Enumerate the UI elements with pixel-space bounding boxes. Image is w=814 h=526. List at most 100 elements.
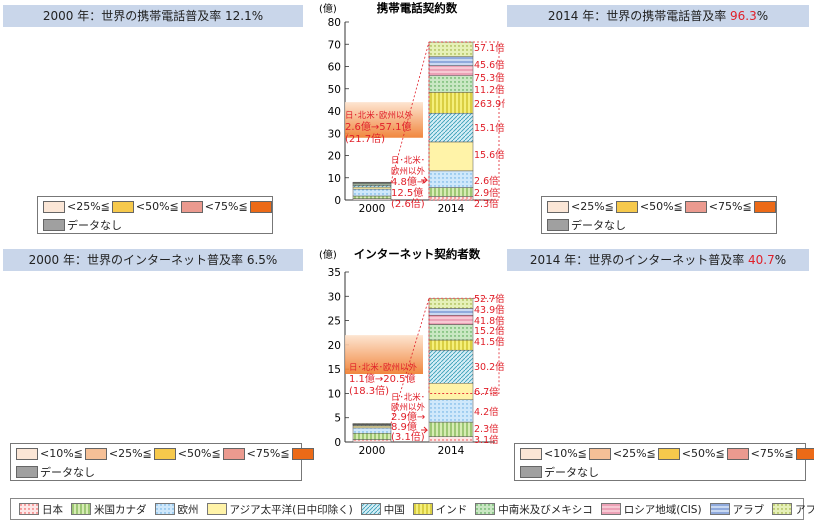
region-name: アラブ [732,503,765,516]
swatch-ge75 [753,200,776,213]
panel-title-mobile-2000: 2000 年：世界の携帯電話普及率 12.1% [3,5,303,27]
region-swatch [154,503,175,515]
arrow-icon [421,176,429,184]
growth-label: 41.5倍 [474,336,505,348]
swatch-nodata [43,219,65,231]
bar-segment [428,65,474,76]
swatch-nodata [520,466,542,478]
y-tick-label: 0 [334,437,341,449]
growth-label: 15.2倍 [474,325,505,337]
highlight-band [345,335,423,374]
growth-label: 3.1倍 [474,434,499,446]
legend-label: データなし [40,466,95,479]
panel-title-internet-2014: 2014 年：世界のインターネット普及率 40.7% [507,249,809,271]
growth-label: 41.8倍 [474,315,505,327]
swatch-25-50 [153,447,176,460]
region-name: 日本 [42,503,63,516]
y-tick-label: 0 [334,195,341,207]
region-legend-item: 中国 [360,502,405,517]
bar-segment [352,188,392,197]
connector-line [390,298,430,424]
swatch-ge75 [291,447,314,460]
arrow-icon [421,426,429,434]
title-suffix: % [774,253,787,267]
world-map-mobile-2000 [5,28,303,190]
annotation-total: 4.8億→ [391,175,425,188]
annotation-total: 8.9億 [391,420,417,433]
y-tick-label: 10 [328,173,341,185]
region-legend-item: アジア太平洋(日中印除く) [206,502,353,517]
y-tick-label: 80 [328,17,341,29]
legend-label: データなし [571,219,626,232]
bar-segment [428,399,474,423]
growth-label: 30.2倍 [474,361,505,373]
swatch-ge75 [795,447,814,460]
connector-line [390,41,430,183]
chart-mobile-subscriptions: 携帯電話契約数 (億) 0 10 20 30 40 50 60 70 80 2000 2014 57.1倍… [319,1,505,215]
growth-label: 45.6倍 [474,59,505,71]
y-tick-label: 25 [328,316,341,328]
bar-segment [428,170,474,188]
region-legend: 日本 米国カナダ 欧州 アジア太平洋(日中印除く) 中国 インド 中南米及びメキシコ ロシア地… [10,498,814,520]
region-swatch [709,503,730,515]
region-swatch [772,503,793,515]
world-map-mobile-2014 [509,28,807,190]
swatch-lt25 [43,200,65,213]
growth-label: 4.2倍 [474,406,499,418]
swatch-ge75 [249,200,272,213]
bar-segment [428,141,474,172]
legend-label: <50%≦ [177,447,221,460]
legend-label: <25%≦ [108,447,152,460]
annotation-other: 日･北米･欧州以外 [345,110,414,121]
annotation-total: 12.5億 [391,186,423,199]
x-tick-label: 2000 [359,203,386,215]
region-name: 中南米及びメキシコ [498,503,593,516]
legend-label: データなし [67,219,122,232]
bar-segment [352,433,392,440]
y-tick-label: 15 [328,364,341,376]
annotation-total: 日･北米･ [391,155,425,166]
title-text: 2000 年：世界の携帯電話普及率 [42,9,226,23]
growth-label: 2.3倍 [474,198,499,210]
annotation-other: (21.7倍) [345,132,385,145]
bar-segment [428,56,474,66]
bar-segment [428,382,474,400]
bar-segment [428,112,474,143]
growth-label: 6.7倍 [474,386,499,398]
bar-segment [428,187,474,197]
y-tick-label: 40 [328,106,341,118]
annotation-total: (3.1倍) [391,430,425,443]
swatch-50-75 [222,447,245,460]
region-legend-item: アフリカ [772,502,814,517]
growth-label: 43.9倍 [474,304,505,316]
annotation-other: 1.1億→20.5億 [349,372,416,385]
y-tick-label: 70 [328,39,341,51]
growth-label: 15.1倍 [474,122,505,134]
bar-segment [352,439,392,443]
bar-segment [428,92,474,114]
y-tick-label: 30 [328,128,341,140]
legend-label: <75%≦ [246,447,290,460]
world-map-internet-2014 [509,272,807,434]
swatch-25-50 [111,200,134,213]
bar-segment [352,423,392,425]
region-name: インド [435,503,468,516]
annotation-total: (2.6倍) [391,197,425,210]
swatch-10-25 [84,447,107,460]
swatch-25-50 [657,447,680,460]
annotation-total: 2.9億→ [391,410,425,423]
bar-segment [428,41,474,57]
annotation-total: 欧州以外 [391,402,426,413]
swatch-lt25 [547,200,569,213]
region-swatch [206,503,227,515]
bar-segment [352,195,392,199]
y-tick-label: 60 [328,62,341,74]
bar-segment [428,314,474,325]
bar-segment [352,427,392,434]
panel-title-mobile-2014: 2014 年：世界の携帯電話普及率 96.3% [507,5,809,27]
bar-segment [428,339,474,351]
title-suffix: % [756,9,769,23]
region-legend-item: ロシア地域(CIS) [600,502,702,517]
connector-box [428,297,500,394]
x-tick-label: 2000 [359,445,386,457]
